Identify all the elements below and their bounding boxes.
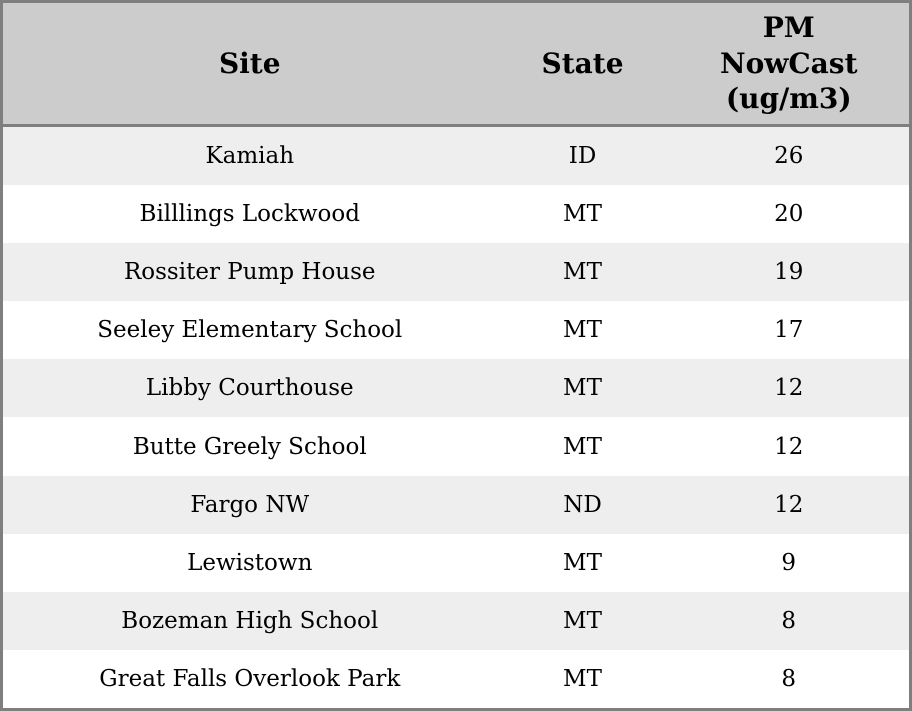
table-row: Great Falls Overlook Park MT 8 <box>1 649 911 710</box>
state-cell: MT <box>563 433 602 460</box>
column-header-pm-nowcast: PM NowCast (ug/m3) <box>668 1 911 127</box>
state-cell: ID <box>568 143 597 170</box>
table-body: Kamiah ID 26 Billlings Lockwood MT 20 Ro… <box>1 125 911 710</box>
table-row: Lewistown MT 9 <box>1 533 911 592</box>
table-row: Fargo NW ND 12 <box>1 475 911 534</box>
table-header: Site State PM NowCast (ug/m3) <box>1 1 911 127</box>
table-row: Billlings Lockwood MT 20 <box>1 185 911 244</box>
pm-nowcast-cell: 26 <box>774 143 804 170</box>
pm-nowcast-cell: 8 <box>781 607 797 634</box>
state-cell: MT <box>563 375 602 402</box>
pm-nowcast-cell: 19 <box>774 259 804 286</box>
site-cell: Rossiter Pump House <box>123 259 376 286</box>
column-header-state: State <box>496 1 669 127</box>
site-cell: Butte Greely School <box>132 433 367 460</box>
pm-nowcast-cell: 12 <box>774 375 804 402</box>
pm-nowcast-cell: 17 <box>774 317 804 344</box>
pm-nowcast-cell: 12 <box>774 491 804 518</box>
table-row: Seeley Elementary School MT 17 <box>1 301 911 360</box>
table-row: Butte Greely School MT 12 <box>1 417 911 476</box>
column-header-pm-nowcast-label: PM NowCast (ug/m3) <box>720 10 858 116</box>
site-cell: Fargo NW <box>190 491 310 518</box>
state-cell: MT <box>563 607 602 634</box>
site-cell: Bozeman High School <box>121 607 379 634</box>
table-row: Bozeman High School MT 8 <box>1 591 911 650</box>
site-cell: Libby Courthouse <box>145 375 354 402</box>
pm-nowcast-cell: 12 <box>774 433 804 460</box>
state-cell: MT <box>563 317 602 344</box>
state-cell: MT <box>563 665 602 692</box>
pm-nowcast-cell: 8 <box>781 665 797 692</box>
table-row: Libby Courthouse MT 12 <box>1 359 911 418</box>
site-cell: Great Falls Overlook Park <box>99 665 401 692</box>
column-header-site: Site <box>1 1 497 127</box>
header-row: Site State PM NowCast (ug/m3) <box>1 1 911 127</box>
site-cell: Seeley Elementary School <box>97 317 403 344</box>
site-cell: Lewistown <box>187 549 313 576</box>
table-row: Rossiter Pump House MT 19 <box>1 243 911 302</box>
pm-nowcast-cell: 9 <box>781 549 797 576</box>
state-cell: MT <box>563 259 602 286</box>
state-cell: MT <box>563 549 602 576</box>
site-cell: Kamiah <box>205 143 295 170</box>
table-row: Kamiah ID 26 <box>1 125 911 186</box>
pm-nowcast-cell: 20 <box>774 201 804 228</box>
site-cell: Billlings Lockwood <box>139 201 360 228</box>
state-cell: ND <box>563 491 602 518</box>
state-cell: MT <box>563 201 602 228</box>
